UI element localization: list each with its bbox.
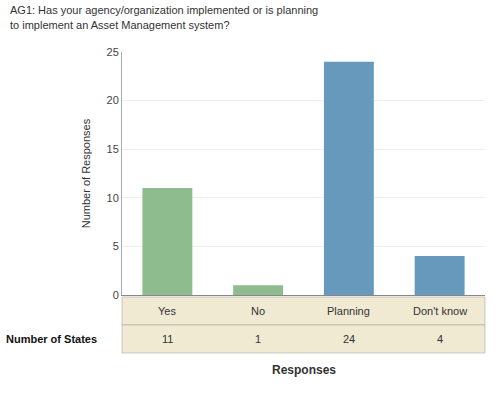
svg-text:4: 4 (437, 333, 443, 345)
svg-text:Number of Responses: Number of Responses (80, 118, 92, 228)
svg-text:15: 15 (107, 143, 119, 155)
svg-text:20: 20 (107, 94, 119, 106)
svg-text:Yes: Yes (158, 305, 176, 317)
svg-text:1: 1 (255, 333, 261, 345)
svg-text:Number of States: Number of States (6, 333, 97, 345)
svg-text:Responses: Responses (272, 363, 336, 377)
svg-text:24: 24 (343, 333, 355, 345)
svg-text:25: 25 (107, 46, 119, 58)
svg-text:5: 5 (113, 240, 119, 252)
svg-text:10: 10 (107, 192, 119, 204)
svg-text:AG1: Has your agency/organizat: AG1: Has your agency/organization implem… (10, 4, 318, 30)
svg-text:Don't know: Don't know (413, 305, 467, 317)
svg-text:11: 11 (162, 333, 173, 345)
svg-text:Planning: Planning (327, 305, 370, 317)
svg-text:0: 0 (113, 289, 119, 301)
svg-text:No: No (251, 305, 265, 317)
